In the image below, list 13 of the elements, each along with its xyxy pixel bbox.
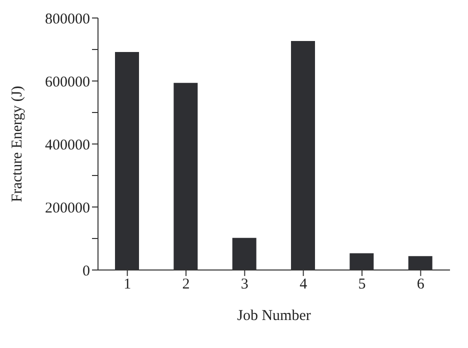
y-axis-title: Fracture Energy (J) [9,86,26,202]
x-tick-label: 2 [182,276,190,293]
y-tick-label: 600000 [45,74,90,90]
x-tick-label: 1 [124,276,132,293]
y-tick-label: 200000 [45,200,90,216]
x-tick-label: 4 [300,276,308,293]
x-tick-label: 6 [416,276,425,293]
y-tick-label: 800000 [45,11,90,28]
x-tick-label: 5 [358,276,366,293]
y-tick-label: 400000 [45,137,90,154]
y-tick-label: 0 [82,263,90,280]
x-tick-label: 3 [240,276,248,293]
x-axis-title: Job Number [237,308,311,324]
